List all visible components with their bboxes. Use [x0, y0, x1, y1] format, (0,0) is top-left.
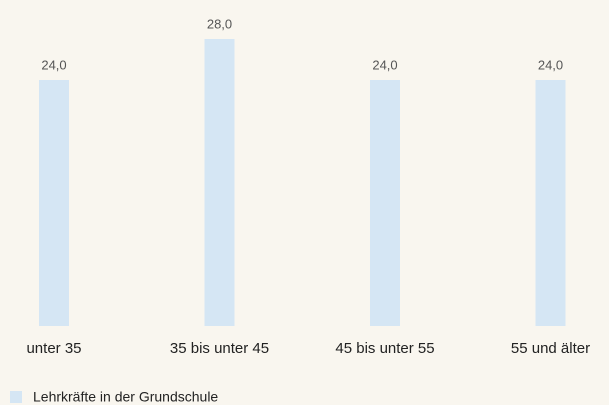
x-tick-label: 55 und älter — [511, 340, 590, 357]
x-tick-label: 45 bis unter 55 — [335, 340, 434, 357]
value-label: 28,0 — [207, 16, 232, 31]
value-label: 24,0 — [538, 57, 563, 72]
bar — [204, 39, 235, 326]
legend-label: Lehrkräfte in der Grundschule — [33, 389, 218, 405]
bar — [535, 80, 566, 326]
x-tick-label: 35 bis unter 45 — [170, 340, 269, 357]
value-label: 24,0 — [372, 57, 397, 72]
legend-swatch — [10, 391, 22, 403]
bar — [39, 80, 69, 326]
value-label: 24,0 — [41, 57, 66, 72]
x-tick-label: unter 35 — [26, 340, 81, 357]
bar — [370, 80, 400, 326]
